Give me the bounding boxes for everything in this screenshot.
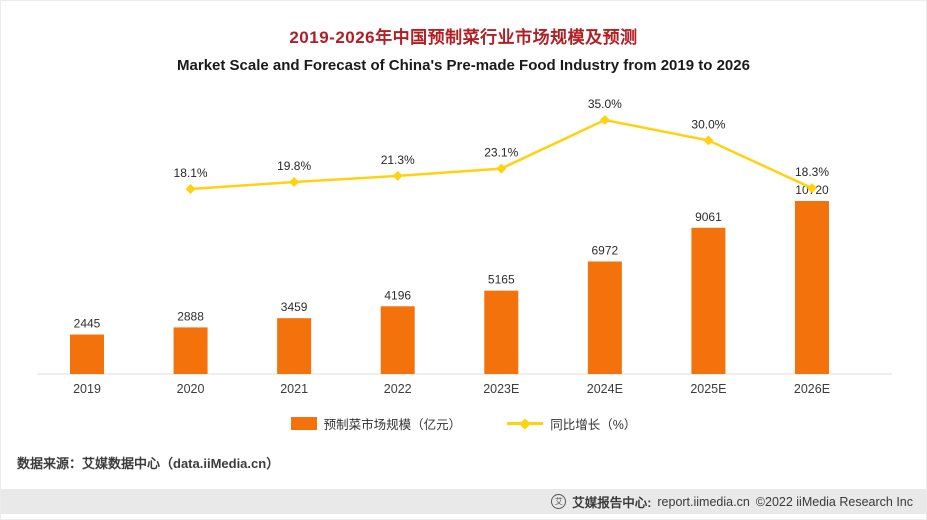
- bar-value-label: 5165: [488, 273, 515, 287]
- bar-value-label: 2888: [177, 309, 204, 323]
- x-tick-2024E: 2024E: [587, 382, 623, 396]
- bar-2026E: [794, 201, 829, 374]
- bar-value-label: 6972: [591, 243, 618, 257]
- x-tick-2020: 2020: [177, 382, 205, 396]
- bar-legend-label: 预制菜市场规模（亿元）: [323, 418, 462, 432]
- footer-bar: 艾 艾媒报告中心: report.iimedia.cn ©2022 iiMedi…: [1, 489, 926, 514]
- bar-2024E: [587, 261, 622, 374]
- line-marker-diamond-icon: [392, 170, 403, 181]
- bar-value-label: 9061: [695, 210, 722, 224]
- chart-subtitle: Market Scale and Forecast of China's Pre…: [177, 57, 750, 74]
- line-legend-label: 同比增长（%）: [550, 418, 637, 432]
- line-marker-diamond-icon: [496, 163, 507, 174]
- line-value-label: 35.0%: [588, 97, 622, 111]
- footer-copyright: ©2022 iiMedia Research Inc: [755, 494, 913, 509]
- chart-title: 2019-2026年中国预制菜行业市场规模及预测: [289, 28, 638, 47]
- bar-legend-swatch: [290, 417, 317, 430]
- line-marker-diamond-icon: [599, 115, 610, 125]
- legend-item-bar: 预制菜市场规模（亿元）: [290, 414, 462, 433]
- x-tick-2025E: 2025E: [690, 382, 726, 396]
- line-value-label: 23.1%: [484, 146, 518, 160]
- data-source: 数据来源：艾媒数据中心（data.iiMedia.cn）: [17, 456, 280, 471]
- footer-url: report.iimedia.cn: [657, 494, 750, 509]
- line-value-label: 19.8%: [277, 159, 311, 173]
- bar-2025E: [691, 227, 726, 374]
- x-tick-2021: 2021: [280, 382, 308, 396]
- x-tick-2023E: 2023E: [483, 382, 519, 396]
- bar-2020: [173, 327, 208, 374]
- x-tick-2022: 2022: [384, 382, 412, 396]
- line-marker-diamond-icon: [806, 183, 817, 194]
- line-marker-diamond-icon: [289, 177, 300, 188]
- line-marker-diamond-icon: [703, 135, 714, 146]
- line-value-label: 18.1%: [174, 166, 208, 180]
- bar-value-label: 4196: [384, 288, 411, 302]
- line-legend-swatch: [507, 422, 544, 425]
- iimedia-logo-icon: 艾: [551, 494, 567, 509]
- bar-value-label: 2445: [74, 317, 101, 331]
- line-marker-diamond-icon: [185, 184, 196, 194]
- x-tick-2026E: 2026E: [794, 382, 830, 396]
- chart-legend: 预制菜市场规模（亿元） 同比增长（%）: [1, 414, 926, 433]
- line-value-label: 21.3%: [381, 153, 415, 167]
- market-scale-chart: 2445 2019 2888 2020 3459 2021 4196 2022 5165 2023…: [37, 97, 892, 396]
- bar-2023E: [484, 290, 519, 374]
- bar-2022: [380, 306, 415, 374]
- footer-brand: 艾媒报告中心:: [572, 496, 652, 510]
- x-tick-2019: 2019: [73, 382, 101, 396]
- legend-item-line: 同比增长（%）: [507, 414, 636, 433]
- line-value-label: 18.3%: [795, 165, 829, 179]
- bar-value-label: 3459: [281, 300, 308, 314]
- bar-2021: [277, 318, 312, 374]
- bar-2019: [70, 334, 104, 374]
- line-value-label: 30.0%: [691, 117, 725, 131]
